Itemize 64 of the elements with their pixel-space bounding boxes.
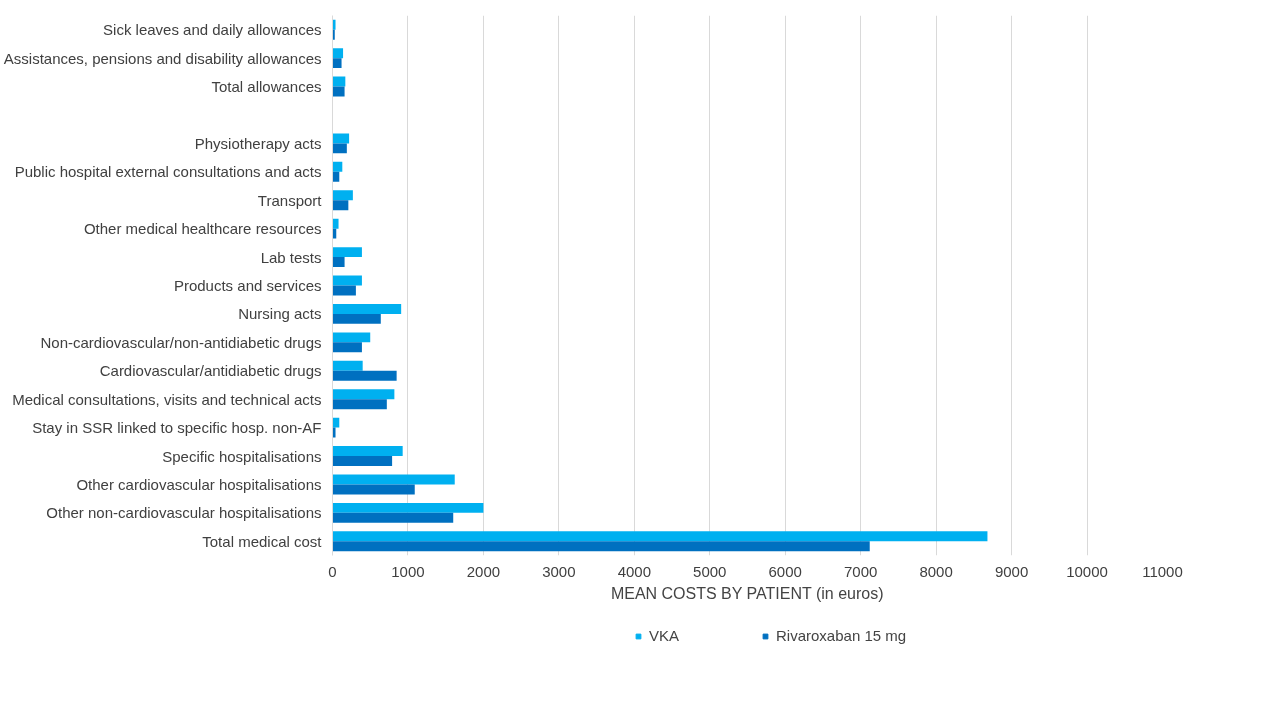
x-tick-label: 4000 — [617, 562, 652, 580]
bar — [332, 86, 345, 97]
bar — [332, 161, 343, 172]
y-tick-label: Other cardiovascular hospitalisations — [76, 475, 322, 493]
bar — [332, 342, 362, 353]
x-tick-label: 10000 — [1066, 562, 1108, 580]
y-tick-label: Other medical healthcare resources — [83, 220, 322, 238]
y-tick-label: Sick leaves and daily allowances — [103, 21, 322, 39]
x-tick-label: 1000 — [391, 562, 425, 580]
y-tick-label: Nursing acts — [238, 305, 322, 323]
bar — [332, 427, 336, 438]
y-tick-label: Products and services — [173, 277, 322, 294]
y-tick-label: Public hospital external consultations and acts — [14, 163, 322, 181]
y-tick-label: Total medical cost — [202, 532, 323, 550]
bar — [332, 275, 362, 286]
bar — [332, 370, 397, 381]
bar — [332, 456, 393, 466]
x-tick-label: 6000 — [768, 562, 802, 580]
y-tick-label: Stay in SSR linked to specific hosp. non-AF — [32, 419, 322, 437]
bar — [332, 446, 403, 457]
y-tick-label: Assistances, pensions and disability allowances — [3, 49, 322, 67]
y-tick-label: Medical consultations, visits and technical acts — [12, 390, 322, 408]
bar — [332, 512, 454, 523]
x-tick-label: 11000 — [1142, 562, 1183, 580]
x-tick-label: 3000 — [542, 562, 576, 580]
bar — [332, 19, 336, 30]
x-tick-label: 7000 — [844, 562, 878, 580]
bar — [332, 303, 402, 314]
legend-label: VKA — [649, 627, 680, 644]
x-tick-label: 9000 — [994, 562, 1029, 580]
y-tick-label: Transport — [257, 191, 323, 209]
bar — [332, 257, 345, 268]
x-tick-label: 5000 — [693, 562, 727, 580]
bar — [332, 484, 415, 495]
bar — [332, 502, 484, 513]
bar — [332, 76, 346, 87]
bar — [332, 143, 347, 154]
bar — [332, 531, 988, 542]
bar — [332, 247, 362, 258]
y-tick-label: Total allowances — [211, 78, 322, 96]
bar — [332, 58, 342, 69]
bar — [332, 48, 344, 59]
y-tick-label: Other non-cardiovascular hospitalisations — [46, 504, 322, 522]
bar — [332, 399, 387, 410]
bar — [332, 541, 870, 552]
bar — [332, 332, 371, 343]
x-tick-label: 2000 — [466, 562, 501, 580]
legend-label: Rivaroxaban 15 mg — [776, 627, 907, 644]
y-tick-label: Non-cardiovascular/non-antidiabetic drugs — [40, 333, 322, 351]
x-tick-label: 0 — [328, 562, 337, 580]
y-tick-label: Lab tests — [260, 248, 322, 266]
bar — [332, 474, 455, 485]
x-tick-label: 8000 — [919, 562, 953, 580]
y-tick-label: Cardiovascular/antidiabetic drugs — [99, 362, 322, 380]
bar — [332, 360, 363, 371]
bar — [332, 133, 350, 144]
x-axis-title: MEAN COSTS BY PATIENT (in euros) — [610, 584, 884, 602]
bar — [332, 218, 339, 229]
bar — [332, 389, 395, 400]
bar — [332, 313, 381, 324]
y-tick-label: Specific hospitalisations — [162, 447, 322, 465]
bar — [332, 200, 349, 211]
bar — [332, 190, 353, 201]
y-tick-label: Physiotherapy acts — [194, 134, 322, 152]
